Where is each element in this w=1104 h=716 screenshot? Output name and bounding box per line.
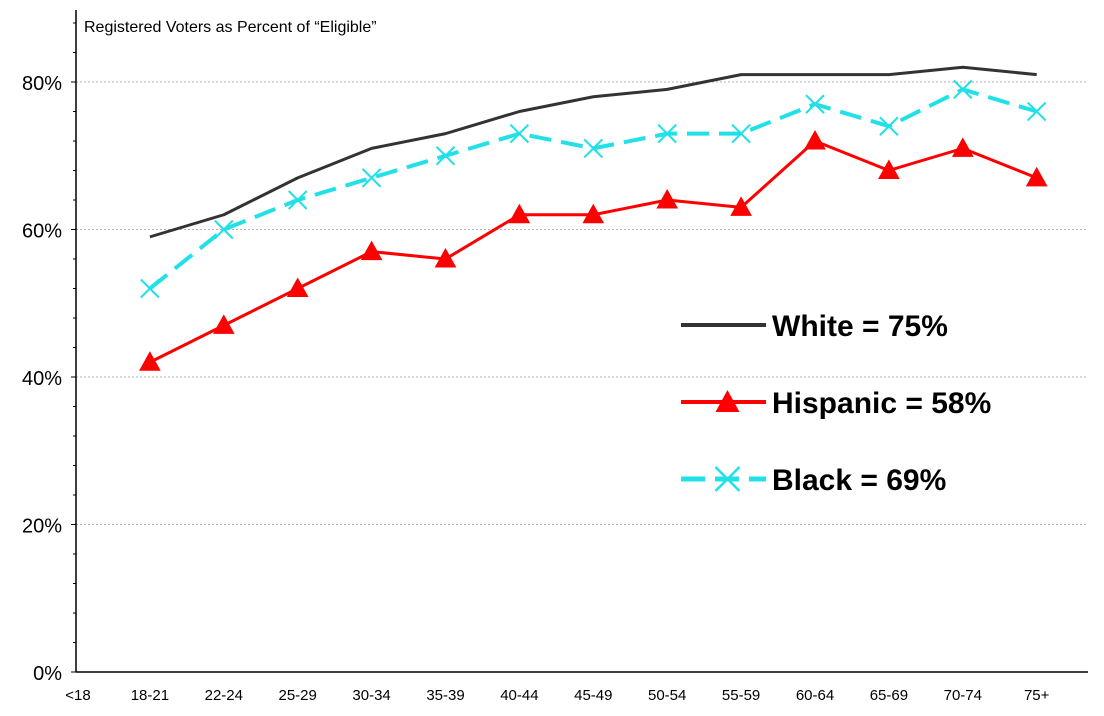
series-line-0 [149, 65, 1037, 239]
data-point-triangle [951, 137, 974, 157]
data-point-x [805, 94, 825, 114]
x-tick-label: 40-44 [500, 687, 538, 704]
data-point-x [214, 219, 234, 240]
x-tick-label: 75+ [1024, 687, 1050, 704]
data-point-triangle [434, 247, 457, 268]
data-point-x [287, 190, 308, 210]
y-tick-label: 60% [22, 221, 62, 243]
data-point-triangle [139, 351, 161, 371]
data-point-x [731, 123, 751, 144]
data-point-triangle [1025, 166, 1048, 187]
x-tick-label: 70-74 [944, 687, 982, 704]
data-point-triangle [582, 203, 605, 224]
data-point-triangle [730, 196, 752, 216]
data-point-triangle [804, 129, 826, 150]
x-tick-label: 45-49 [574, 687, 612, 704]
y-tick-label: 20% [22, 516, 62, 538]
legend-entry-0: White = 75% [681, 310, 948, 343]
x-tick-label: 55-59 [722, 687, 760, 704]
data-point-x [140, 278, 160, 299]
legend-label: White = 75% [772, 310, 948, 343]
data-point-triangle [508, 203, 531, 224]
data-point-triangle [656, 188, 679, 209]
x-tick-label: 18-21 [131, 687, 169, 704]
data-point-x [583, 138, 604, 159]
series-group [139, 65, 1048, 371]
data-point-x [879, 116, 899, 136]
x-tick-label: 65-69 [870, 687, 908, 704]
chart-title: Registered Voters as Percent of “Eligibl… [84, 19, 377, 36]
data-point-x [953, 79, 973, 100]
legend-marker-x [714, 466, 741, 492]
y-tick-label: 80% [22, 73, 62, 95]
data-point-x [435, 146, 456, 166]
data-point-x [657, 123, 677, 144]
y-tick-label: 0% [33, 663, 62, 685]
legend-label: Hispanic = 58% [772, 387, 991, 420]
x-tick-label: 60-64 [796, 687, 834, 704]
data-point-x [509, 123, 530, 144]
x-tick-label: 35-39 [426, 687, 464, 704]
data-point-triangle [360, 240, 383, 261]
data-point-triangle [286, 277, 309, 297]
data-point-triangle [212, 314, 235, 334]
series-line-2 [148, 87, 1038, 291]
x-tick-label: 50-54 [648, 687, 686, 704]
y-tick-label: 40% [22, 368, 62, 390]
data-point-x [361, 168, 382, 188]
legend-entry-2: Black = 69% [681, 464, 946, 497]
x-tick-label: 22-24 [205, 687, 243, 704]
legend-marker-triangle [715, 390, 740, 412]
x-tick-label: 30-34 [352, 687, 390, 704]
x-tick-label: <18 [65, 687, 90, 704]
data-point-x [1026, 101, 1047, 122]
legend-entry-1: Hispanic = 58% [681, 387, 991, 420]
data-point-triangle [878, 159, 900, 179]
legend-label: Black = 69% [772, 464, 946, 497]
x-tick-label: 25-29 [279, 687, 317, 704]
